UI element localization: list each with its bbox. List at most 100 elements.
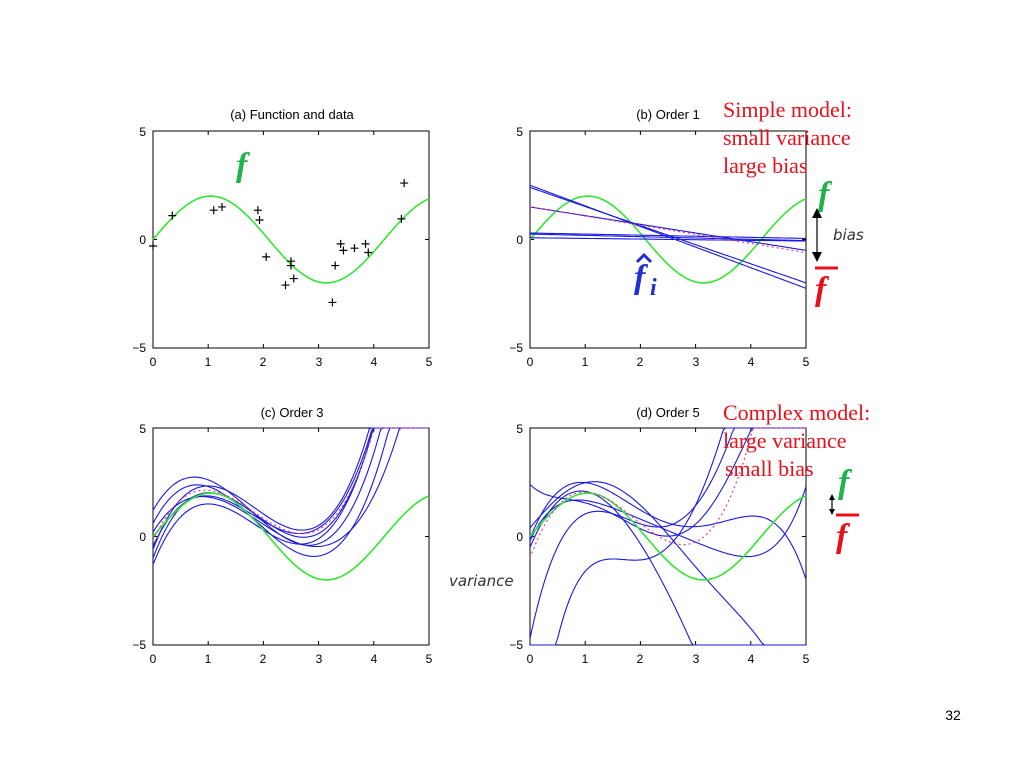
fit-curve — [529, 481, 806, 646]
panel-c-axes-box — [152, 427, 430, 646]
data-point-marker — [253, 206, 262, 215]
panel-b-fhat-symbol: f i — [634, 252, 657, 301]
panel-d-xtick-3: 3 — [693, 652, 700, 666]
bias-label: bias — [833, 226, 864, 244]
panel-b-fit-curves — [529, 184, 807, 289]
data-point-marker — [397, 214, 406, 223]
simple-model-line-3: large bias — [723, 153, 808, 178]
panel-b-mean-fit-curve — [529, 206, 807, 254]
panel-d-fbar-symbol: f — [836, 513, 859, 555]
data-point-marker — [149, 242, 157, 251]
panel-c-ytick-zero: 0 — [139, 530, 146, 544]
data-point-marker — [331, 261, 340, 270]
data-point-marker — [336, 239, 345, 248]
panel-c-xtick-2: 2 — [260, 652, 267, 666]
data-point-marker — [400, 179, 409, 188]
data-point-marker — [339, 246, 348, 255]
panel-a-xtick-4: 4 — [371, 355, 378, 369]
data-point-marker — [287, 261, 295, 270]
panel-b-hat-mark — [635, 252, 653, 264]
simple-model-line-2: small variance — [723, 125, 851, 150]
panel-b-ticks — [529, 130, 807, 349]
bias-arrow-head-down — [812, 252, 822, 262]
panel-b-xtick-0: 0 — [527, 355, 534, 369]
panel-c-xtick-5: 5 — [426, 652, 433, 666]
data-point-marker — [328, 298, 337, 307]
panel-a-xtick-1: 1 — [205, 355, 212, 369]
panel-b-xtick-2: 2 — [637, 355, 644, 369]
panel-b-ytick-zero: 0 — [516, 233, 523, 247]
complex-model-line-2: large variance — [723, 428, 847, 453]
fit-curve — [529, 481, 807, 580]
fit-curve — [530, 427, 806, 646]
panel-a-xtick-2: 2 — [260, 355, 267, 369]
panel-c-mean-fit-curve — [152, 427, 429, 542]
fit-curve — [152, 427, 429, 548]
data-point-marker — [289, 274, 298, 283]
fit-curve — [530, 232, 806, 239]
panel-b-xtick-labels: 0 1 2 3 4 5 — [527, 355, 810, 369]
panel-d-xtick-4: 4 — [748, 652, 755, 666]
data-point-marker — [209, 206, 218, 215]
panel-c-true-function-curve — [152, 492, 430, 581]
panel-d-f-symbol: f — [838, 464, 853, 501]
panel-b-fhat-subscript: i — [650, 275, 657, 301]
panel-d-order-5: (d) Order 5 5 0 −5 0 1 2 3 4 5 — [509, 405, 809, 666]
data-point-marker — [262, 252, 271, 261]
panel-b-fhat-base: f — [634, 259, 649, 296]
panel-b-title: (b) Order 1 — [636, 107, 700, 122]
panel-c-ticks — [152, 427, 430, 646]
panel-d-xtick-1: 1 — [582, 652, 589, 666]
small-bias-arrow-head-up — [829, 494, 835, 500]
panel-a-function-and-data: (a) Function and data 5 0 −5 0 1 2 3 4 5… — [132, 107, 432, 369]
fit-curve — [529, 490, 806, 646]
panel-a-title: (a) Function and data — [230, 107, 354, 122]
panel-d-ytick-bottom: −5 — [509, 638, 523, 652]
panel-b-f-symbol: f — [818, 176, 833, 213]
panel-d-ytick-zero: 0 — [516, 530, 523, 544]
panel-c-ytick-top: 5 — [139, 422, 146, 436]
panel-d-xtick-5: 5 — [803, 652, 810, 666]
fit-curve — [530, 233, 807, 242]
panel-b-order-1: (b) Order 1 5 0 −5 0 1 2 3 4 5 f i — [509, 107, 809, 369]
complex-model-annotation: Complex model: large variance small bias — [723, 400, 870, 481]
small-bias-arrow — [829, 494, 835, 515]
panel-c-xtick-4: 4 — [371, 652, 378, 666]
panel-c-title: (c) Order 3 — [261, 405, 324, 420]
data-point-marker — [364, 248, 373, 257]
panel-a-ticks — [152, 130, 430, 349]
panel-c-xtick-1: 1 — [205, 652, 212, 666]
fit-curve — [530, 237, 806, 242]
data-point-marker — [218, 202, 226, 211]
panel-b-fbar-letter: f — [815, 271, 830, 308]
panel-b-xtick-4: 4 — [748, 355, 755, 369]
panel-a-xtick-labels: 0 1 2 3 4 5 — [150, 355, 433, 369]
panel-b-xtick-3: 3 — [693, 355, 700, 369]
complex-model-line-1: Complex model: — [723, 400, 870, 425]
panel-b-ytick-bottom: −5 — [509, 341, 523, 355]
fit-curve — [152, 427, 429, 557]
panel-a-xtick-0: 0 — [150, 355, 157, 369]
panel-a-xtick-5: 5 — [426, 355, 433, 369]
panel-c-xtick-labels: 0 1 2 3 4 5 — [150, 652, 433, 666]
panel-d-xtick-2: 2 — [637, 652, 644, 666]
panel-d-fbar-letter: f — [836, 518, 851, 555]
panel-a-data-points — [149, 179, 409, 307]
data-point-marker — [350, 244, 359, 253]
panel-b-xtick-1: 1 — [582, 355, 589, 369]
simple-model-annotation: Simple model: small variance large bias — [723, 97, 852, 178]
panel-d-ytick-top: 5 — [516, 422, 523, 436]
panel-d-xtick-labels: 0 1 2 3 4 5 — [527, 652, 810, 666]
bias-arrow — [812, 208, 822, 262]
panel-b-ytick-top: 5 — [516, 125, 523, 139]
panel-c-order-3: (c) Order 3 5 0 −5 0 1 2 3 4 5 — [132, 405, 432, 666]
fit-curve — [152, 427, 429, 559]
panel-a-ytick-zero: 0 — [139, 233, 146, 247]
panel-a-axes-box — [152, 130, 430, 349]
panel-b-xtick-5: 5 — [803, 355, 810, 369]
panel-a-xtick-3: 3 — [316, 355, 323, 369]
slide-number: 32 — [945, 707, 961, 723]
data-point-marker — [361, 239, 370, 248]
data-point-marker — [255, 215, 264, 224]
